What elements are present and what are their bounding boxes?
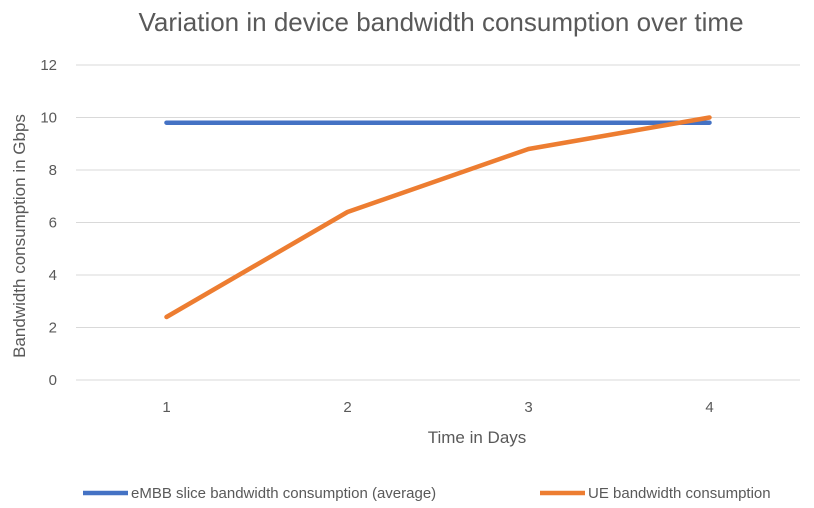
series-lines bbox=[164, 115, 712, 320]
gridlines bbox=[76, 64, 800, 381]
y-tick-label: 8 bbox=[49, 162, 57, 179]
y-tick-label: 0 bbox=[49, 372, 57, 389]
x-axis-label: Time in Days bbox=[428, 428, 527, 447]
series-line-2 bbox=[164, 115, 712, 320]
y-tick-label: 6 bbox=[49, 215, 57, 232]
y-axis-label: Bandwidth consumption in Gbps bbox=[10, 114, 29, 358]
legend-label-2: UE bandwidth consumption bbox=[588, 485, 771, 502]
legend-label-1: eMBB slice bandwidth consumption (averag… bbox=[131, 485, 436, 502]
y-tick-label: 4 bbox=[49, 267, 57, 284]
x-tick-label: 1 bbox=[162, 399, 170, 416]
x-tick-label: 4 bbox=[705, 399, 713, 416]
x-tick-label: 3 bbox=[524, 399, 532, 416]
y-tick-label: 2 bbox=[49, 320, 57, 337]
y-axis-ticks: 0 2 4 6 8 10 12 bbox=[40, 57, 57, 389]
legend: eMBB slice bandwidth consumption (averag… bbox=[83, 485, 771, 502]
chart-title: Variation in device bandwidth consumptio… bbox=[138, 7, 743, 37]
x-axis-ticks: 1 2 3 4 bbox=[162, 399, 713, 416]
y-tick-label: 10 bbox=[40, 110, 57, 127]
y-tick-label: 12 bbox=[40, 57, 57, 74]
x-tick-label: 2 bbox=[343, 399, 351, 416]
